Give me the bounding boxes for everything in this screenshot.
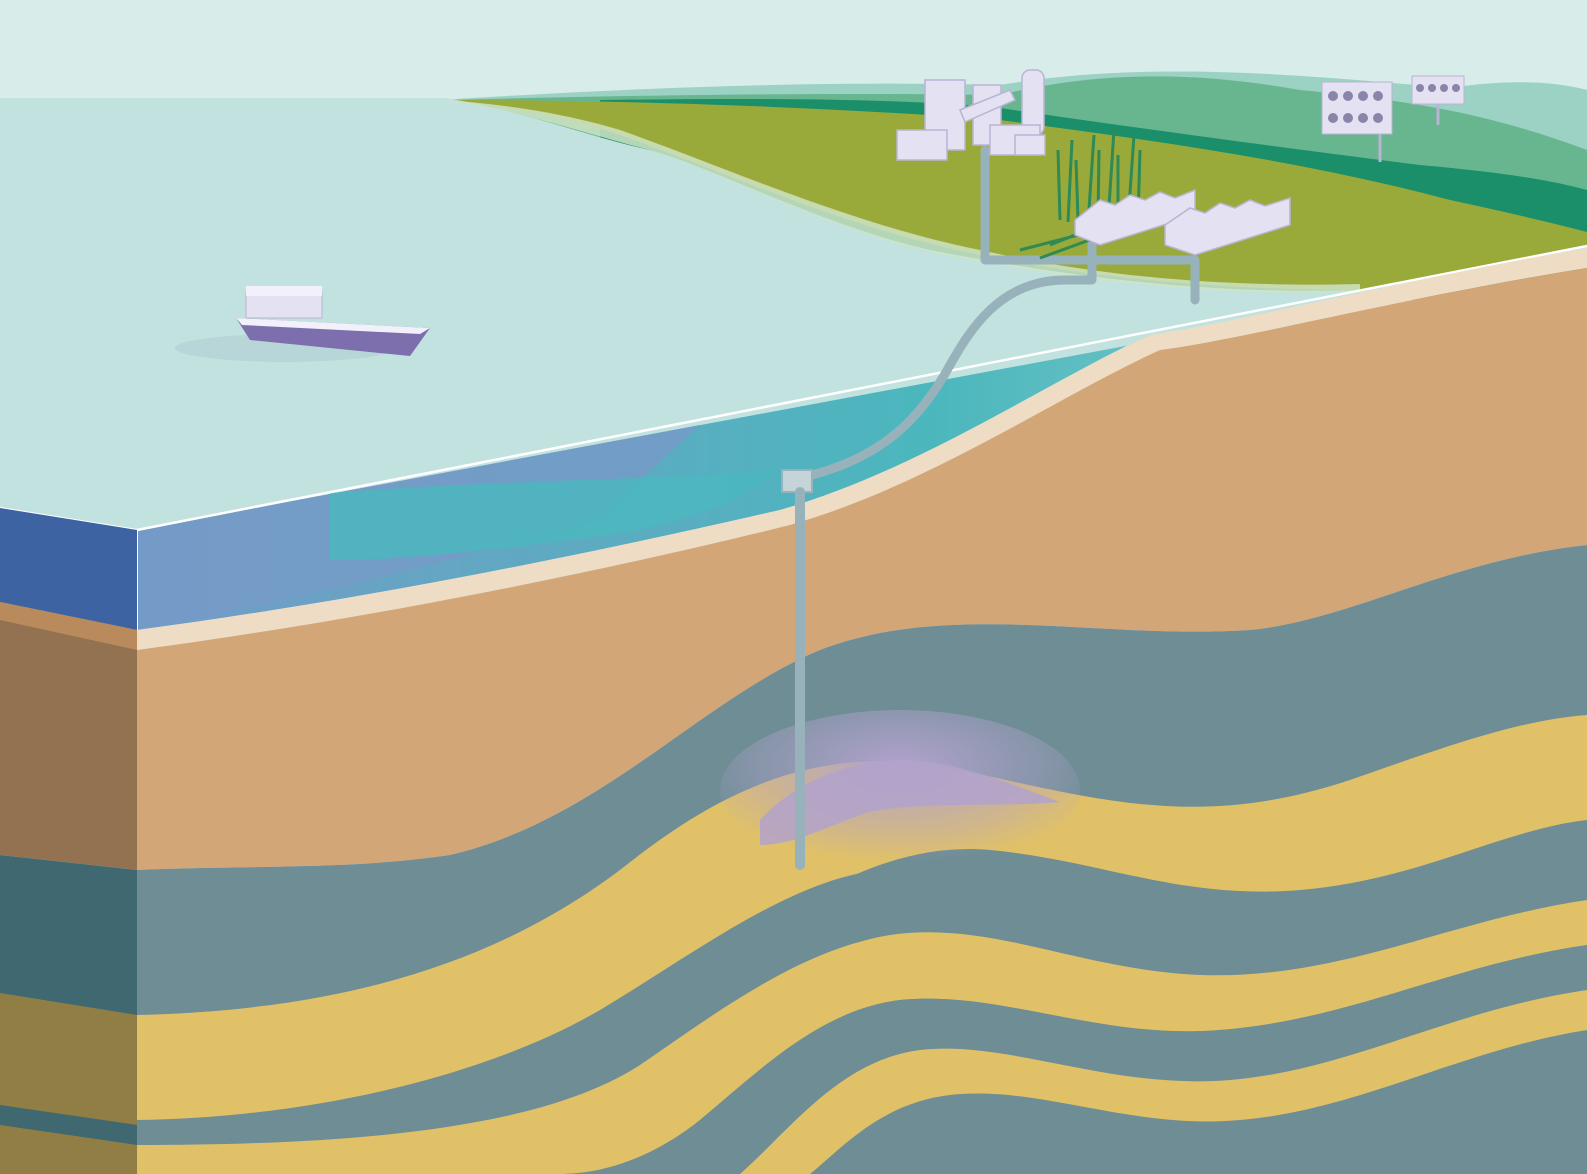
- sand-layer: [137, 268, 1587, 870]
- reservoir-layer-2: [137, 900, 1587, 1174]
- pipeline: [795, 145, 1200, 483]
- direct-air-capture-units: [1321, 75, 1465, 162]
- side-beach: [0, 602, 137, 650]
- reservoir-layer-1: [137, 715, 1587, 1125]
- sea-surface-edge: [136, 244, 1587, 532]
- side-reservoir-1: [0, 993, 137, 1125]
- rock-band-2: [560, 945, 1587, 1174]
- coastal-land: [445, 100, 1587, 290]
- side-reservoir-2: [0, 1125, 137, 1174]
- side-sand: [0, 602, 137, 870]
- industrial-plant: [896, 69, 1046, 161]
- side-sea: [0, 508, 137, 630]
- reservoir-layer-3: [740, 990, 1587, 1174]
- storage-sheds: [1074, 188, 1291, 256]
- ship: [175, 286, 430, 362]
- sea-surface: [0, 98, 1587, 530]
- co2-plume-cap: [760, 760, 1060, 845]
- seabed-edge: [137, 248, 1587, 650]
- sea-mid-band: [330, 470, 780, 560]
- rock-band-1: [137, 860, 1587, 1145]
